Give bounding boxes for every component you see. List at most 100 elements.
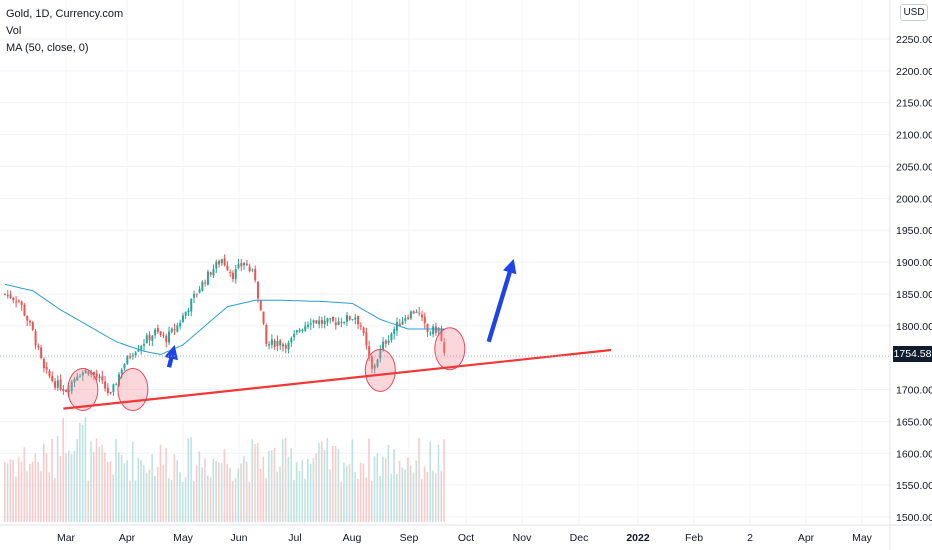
candle-body [251,269,254,271]
volume-bar [370,480,373,522]
candle-body [173,329,176,331]
ma-label[interactable]: MA (50, close, 0) [6,42,89,54]
candle-body [318,320,321,325]
candle-body [315,320,318,324]
candle-body [307,324,310,327]
volume-bar [40,471,42,522]
candle-body [282,344,284,347]
volume-bar [287,456,290,522]
candle-body [37,345,40,348]
volume-bar [117,452,120,522]
volume-bar [373,456,376,522]
candle-body [9,294,12,299]
candle-body [215,261,218,269]
candle-body [423,316,426,324]
candle-body [268,344,271,346]
volume-bar [4,462,6,522]
volume-bar [304,478,306,522]
candle-body [104,381,107,389]
volume-bar [106,462,109,522]
candle-body [159,331,162,335]
candles [4,254,446,397]
volume-bar [290,448,292,522]
candle-body [209,272,212,275]
volume-bar [62,417,64,522]
candle-body [234,269,237,280]
candle-body [262,311,265,324]
time-axis[interactable]: Mar Apr May Jun Jul Aug Sep Oct Nov Dec 2022 Feb 2 Ap… [57,532,873,544]
candle-body [29,320,32,323]
volume-bar [70,454,73,522]
grid [0,0,890,525]
price-axis[interactable]: 2250.00 2200.00 2150.00 2100.00 2050.00 2000.… [896,34,932,524]
candle-body [248,266,251,272]
candle-body [154,329,157,336]
volume-bar [398,460,401,522]
candle-body [229,271,232,273]
candle-body [398,323,401,326]
currency-unit-badge[interactable]: USD [900,4,928,21]
candle-body [120,369,123,374]
volume-bar [440,470,443,522]
up-arrow [486,258,517,343]
candle-body [65,389,68,392]
candle-body [415,311,418,313]
price-tick-label: 1850.00 [896,289,932,301]
candle-body [301,329,304,332]
candle-body [51,375,54,381]
volume-bar [434,473,437,522]
volume-bar [190,437,192,522]
volume-bar [329,469,331,522]
volume-bar [165,448,167,522]
volume-bar [309,463,312,522]
volume-bar [140,459,142,522]
volume-bar [270,450,273,522]
highlight-circle [67,368,99,412]
volume-bar [45,453,48,522]
candle-body [295,330,298,333]
volume-bar [432,470,434,522]
volume-bar [26,471,28,522]
volume-bar [390,474,393,522]
highlight-circle [117,368,149,412]
volume-bar [315,453,317,522]
candle-body [440,329,443,341]
candle-body [432,326,435,335]
candle-body [323,320,326,325]
volume-bar [301,460,304,522]
candle-body [276,340,279,346]
volume-bar [318,442,320,522]
candle-body [409,311,412,319]
ma-line [4,283,445,356]
symbol-label[interactable]: Gold, 1D, Currency.com [6,8,124,20]
time-tick-label: Dec [570,532,589,544]
candle-body [340,322,343,324]
volume-bar [181,481,184,522]
volume-bar [229,467,231,522]
volume-bar [382,456,384,522]
volume-bar [98,446,101,522]
candle-body [418,312,421,314]
volume-bar [218,462,220,522]
volume-label[interactable]: Vol [6,25,22,37]
volume-bar [343,462,345,522]
volume-bar [126,460,128,522]
time-tick-label: Feb [685,532,703,544]
candle-body [143,344,145,346]
candle-body [231,272,234,280]
volume-bar [421,479,423,522]
volume-bar [215,461,217,522]
volume-bar [351,439,354,522]
volume-bar [115,438,117,522]
price-tick-label: 1700.00 [896,385,932,397]
volume-bar [212,458,215,522]
candle-body [106,387,109,393]
candle-body [256,281,259,299]
volume-bar [129,480,131,522]
volume-bar [131,441,134,522]
candle-body [287,342,290,350]
candle-body [101,376,104,381]
price-tick-label: 1900.00 [896,257,932,269]
candle-body [123,364,126,369]
